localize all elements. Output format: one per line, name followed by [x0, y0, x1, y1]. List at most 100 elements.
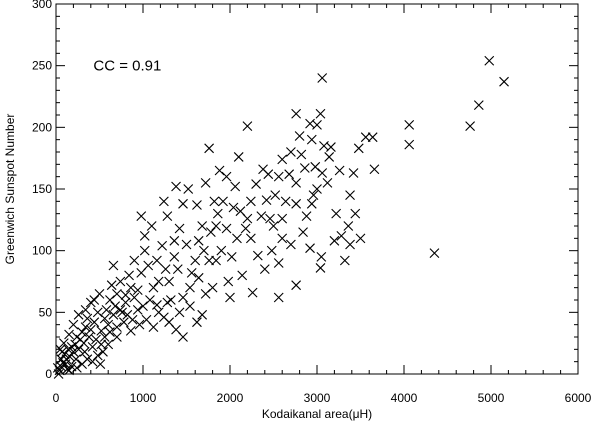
- data-point: [139, 230, 150, 241]
- data-point: [197, 309, 208, 320]
- y-tick-label: 200: [32, 120, 52, 134]
- data-point: [169, 235, 180, 246]
- data-point: [136, 211, 147, 222]
- correlation-annotation: CC = 0.91: [93, 58, 161, 75]
- data-point: [95, 359, 106, 370]
- data-point: [268, 221, 279, 231]
- data-point: [118, 317, 129, 328]
- data-point: [299, 163, 310, 173]
- data-point: [360, 132, 371, 143]
- data-point: [92, 350, 103, 361]
- data-point: [105, 295, 115, 305]
- data-point: [145, 295, 155, 305]
- data-point: [87, 341, 98, 352]
- data-point: [183, 184, 194, 194]
- data-point: [108, 260, 119, 271]
- data-point: [242, 121, 253, 131]
- data-point: [291, 177, 302, 188]
- data-point: [103, 319, 114, 330]
- data-point: [369, 164, 380, 175]
- x-tick-label: 2000: [217, 391, 244, 405]
- data-point: [298, 227, 308, 238]
- data-point: [230, 181, 241, 192]
- data-point: [329, 235, 340, 246]
- data-point: [197, 221, 208, 231]
- data-point: [56, 354, 67, 365]
- data-point: [138, 301, 148, 312]
- data-point: [233, 152, 244, 162]
- data-point: [270, 190, 281, 201]
- data-point: [199, 245, 209, 256]
- data-point: [221, 171, 232, 182]
- data-point: [73, 309, 84, 320]
- data-point: [404, 119, 415, 130]
- data-point: [353, 143, 364, 154]
- x-tick-labels: 0 1000 2000 3000 4000 5000 6000: [53, 391, 592, 405]
- y-axis-label: Greenwich Sunspot Number: [3, 114, 17, 265]
- data-point: [345, 190, 355, 201]
- data-point: [277, 213, 288, 224]
- y-tick-label: 50: [39, 305, 53, 319]
- data-point: [306, 198, 317, 209]
- data-point: [82, 313, 93, 324]
- data-point: [256, 211, 267, 222]
- data-point: [291, 198, 302, 209]
- data-point: [132, 304, 143, 315]
- data-point: [193, 272, 204, 283]
- data-point: [103, 339, 114, 350]
- data-point: [200, 288, 211, 299]
- data-point: [465, 121, 476, 131]
- data-point: [152, 255, 162, 266]
- data-point: [129, 292, 140, 303]
- data-point: [110, 301, 121, 312]
- data-point: [77, 359, 87, 370]
- data-point: [68, 319, 79, 330]
- data-point: [223, 276, 234, 287]
- x-tick-label: 6000: [565, 391, 592, 405]
- data-point: [214, 165, 225, 176]
- data-point: [306, 134, 317, 145]
- data-point: [251, 179, 261, 189]
- data-point: [312, 119, 322, 130]
- data-point: [129, 255, 140, 266]
- data-point: [80, 304, 91, 315]
- y-tick-labels: 0 50 100 150 200 250 300: [32, 0, 52, 381]
- data-point: [115, 276, 126, 287]
- data-point: [153, 276, 164, 287]
- data-point: [308, 190, 319, 201]
- y-tick-label: 300: [32, 0, 52, 11]
- data-point: [73, 344, 84, 355]
- data-point: [178, 332, 188, 342]
- data-point: [404, 139, 415, 150]
- data-point: [226, 251, 237, 262]
- data-point: [174, 223, 185, 234]
- data-point: [343, 221, 354, 231]
- data-point: [98, 346, 108, 357]
- data-point: [273, 292, 284, 303]
- data-point: [228, 202, 239, 213]
- data-point: [212, 208, 223, 219]
- x-tick-label: 4000: [391, 391, 418, 405]
- data-point: [310, 161, 321, 172]
- data-point: [125, 282, 136, 293]
- y-tick-label: 0: [45, 367, 52, 381]
- data-point: [190, 255, 201, 266]
- data-point: [71, 354, 81, 365]
- data-point: [178, 198, 188, 209]
- data-point: [235, 206, 246, 217]
- data-point: [252, 250, 263, 261]
- data-point: [79, 346, 90, 357]
- data-point: [240, 223, 251, 234]
- data-point: [181, 239, 192, 250]
- data-point: [162, 211, 173, 222]
- data-point: [108, 309, 119, 320]
- data-point: [148, 282, 159, 293]
- data-point: [266, 245, 277, 256]
- data-point: [148, 322, 159, 333]
- data-point: [160, 264, 171, 275]
- data-point: [315, 263, 326, 273]
- data-point: [58, 338, 69, 349]
- data-point: [193, 235, 204, 246]
- data-point: [84, 332, 94, 342]
